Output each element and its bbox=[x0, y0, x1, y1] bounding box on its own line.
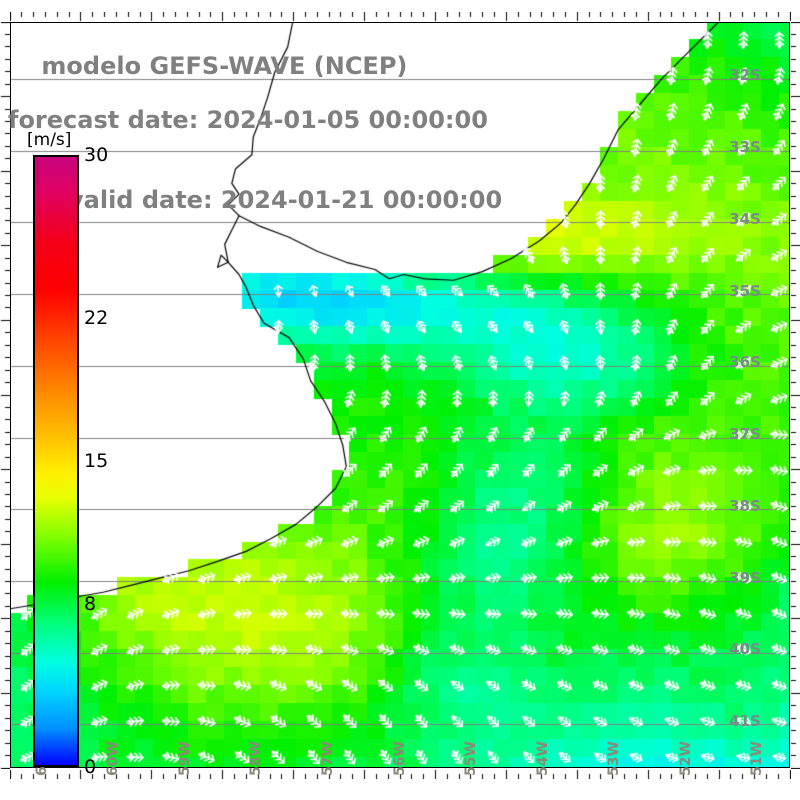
map-plot-area bbox=[10, 22, 790, 768]
colorbar-tick-label: 22 bbox=[84, 307, 109, 330]
axis-ticks-right bbox=[791, 22, 800, 769]
colorbar-tick-label: 15 bbox=[84, 450, 109, 472]
colorbar-tick-label: 8 bbox=[84, 592, 97, 615]
axis-ticks-top bbox=[10, 12, 791, 22]
colorbar-tick-label: 30 bbox=[84, 144, 109, 166]
colorbar-tick-label: 0 bbox=[84, 756, 97, 778]
colorbar-unit-label: [m/s] bbox=[27, 130, 72, 150]
colorbar-gradient bbox=[33, 155, 79, 767]
axis-ticks-left bbox=[0, 22, 10, 769]
wind-direction-arrows bbox=[10, 22, 790, 768]
axis-ticks-bottom bbox=[10, 769, 791, 779]
colorbar bbox=[33, 155, 79, 767]
